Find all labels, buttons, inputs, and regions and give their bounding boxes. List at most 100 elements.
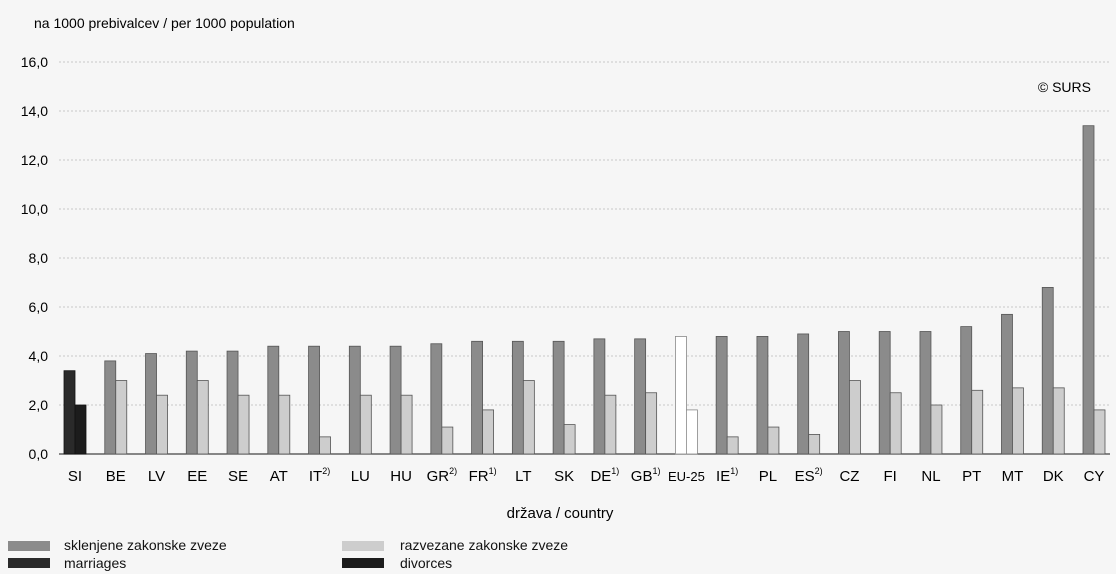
bar-marriages-cy [1082, 125, 1095, 455]
bar-divorces-fi [889, 392, 902, 455]
x-tick-label: SK [554, 468, 574, 485]
bar-marriages-dk [1041, 286, 1054, 455]
bar-marriages-lu [348, 345, 361, 455]
bar-marriages-es [797, 333, 810, 455]
x-tick-label: IT2) [309, 466, 330, 485]
x-tick-label: GB1) [631, 466, 661, 485]
x-tick-label: MT [1002, 468, 1024, 485]
bar-divorces-de [604, 394, 617, 455]
x-tick-label: PT [962, 468, 981, 485]
credit-label: © SURS [1038, 79, 1091, 95]
y-tick-label: 14,0 [21, 103, 48, 119]
bar-marriages-sk [552, 340, 565, 455]
y-tick-label: 4,0 [29, 348, 49, 364]
bar-marriages-ie [715, 335, 728, 455]
bar-marriages-si [63, 370, 76, 455]
bar-divorces-lu [359, 394, 372, 455]
bar-marriages-pl [756, 335, 769, 455]
x-tick-label: CY [1084, 468, 1105, 485]
bar-divorces-si [74, 404, 87, 455]
y-tick-labels: 0,0 2,0 4,0 6,0 8,0 10,0 12,0 14,0 16,0 [21, 54, 48, 462]
bar-marriages-gr [430, 343, 443, 455]
bar-divorces-pt [971, 389, 984, 455]
legend-marriages-en: marriages [64, 555, 127, 571]
bar-divorces-be [115, 380, 128, 455]
bar-divorces-dk [1052, 387, 1065, 455]
y-tick-label: 2,0 [29, 397, 49, 413]
bar-divorces-at [278, 394, 291, 455]
bar-divorces-gb [645, 392, 658, 455]
x-tick-label: EU-25 [668, 469, 705, 484]
bar-divorces-sk [563, 424, 576, 455]
y-axis-label: na 1000 prebivalcev / per 1000 populatio… [34, 15, 295, 31]
x-tick-label: BE [106, 468, 126, 485]
y-tick-label: 10,0 [21, 201, 48, 217]
legend-swatch-marriages [8, 541, 50, 551]
legend-divorces-en: divorces [400, 555, 453, 571]
x-axis-label: država / country [507, 505, 614, 522]
y-tick-label: 16,0 [21, 54, 48, 70]
bar-divorces-cz [849, 380, 861, 455]
legend-divorces-sl: razvezane zakonske zveze [400, 537, 569, 553]
bar-marriages-gb [634, 338, 647, 455]
bar-marriages-at [267, 345, 280, 455]
bar-marriages-de [593, 338, 606, 455]
bar-divorces-lv [156, 394, 168, 455]
x-tick-label: GR2) [427, 466, 458, 485]
bar-marriages-mt [1001, 313, 1013, 455]
x-tick-label: SE [228, 468, 248, 485]
x-tick-label: LU [351, 468, 370, 485]
bar-divorces-nl [930, 404, 943, 455]
bar-divorces-es [808, 433, 821, 455]
bar-marriages-be [104, 360, 117, 455]
x-tick-labels: SI BE LV EE SE AT IT2) LU HU GR2) FR1) LT SK DE1) GB1)… [68, 466, 1105, 485]
x-tick-label: FR1) [469, 466, 497, 485]
x-tick-label: NL [921, 468, 940, 485]
bar-marriages-nl [919, 331, 932, 455]
y-tick-label: 0,0 [29, 446, 49, 462]
bar-marriages-pt [960, 326, 973, 455]
bar-marriages-eu-25 [675, 335, 687, 455]
bar-divorces-eu-25 [686, 409, 698, 455]
x-tick-label: EE [187, 468, 207, 485]
bar-divorces-mt [1012, 387, 1024, 455]
bar-marriages-lv [145, 353, 157, 455]
x-tick-label: SI [68, 468, 82, 485]
y-tick-label: 6,0 [29, 299, 49, 315]
x-tick-label: IE1) [716, 466, 738, 485]
bars [63, 125, 1106, 455]
x-tick-label: CZ [839, 468, 859, 485]
bar-marriages-it [308, 345, 320, 455]
x-tick-label: DK [1043, 468, 1064, 485]
x-tick-label: LV [148, 468, 165, 485]
bar-divorces-gr [441, 426, 454, 455]
bar-divorces-lt [522, 380, 535, 455]
bar-divorces-fr [482, 409, 495, 455]
x-tick-label: FI [884, 468, 897, 485]
bar-divorces-ee [196, 380, 209, 455]
bar-marriages-lt [511, 340, 524, 455]
bar-divorces-hu [400, 394, 413, 455]
grid-lines [59, 61, 1110, 455]
bar-divorces-cy [1093, 409, 1106, 455]
bar-marriages-se [226, 350, 239, 455]
x-tick-label: ES2) [795, 466, 823, 485]
x-tick-label: HU [390, 468, 412, 485]
bar-divorces-ie [726, 436, 739, 455]
x-tick-label: AT [270, 468, 288, 485]
bar-divorces-pl [767, 426, 780, 455]
legend-marriages-sl: sklenjene zakonske zveze [64, 537, 227, 553]
x-tick-label: DE1) [590, 466, 619, 485]
legend-swatch-divorces-dark [342, 558, 384, 568]
legend-swatch-marriages-dark [8, 558, 50, 568]
bar-marriages-cz [838, 331, 850, 455]
bar-divorces-se [237, 394, 250, 455]
bar-marriages-ee [185, 350, 198, 455]
legend-swatch-divorces [342, 541, 384, 551]
bar-divorces-it [319, 436, 331, 455]
bar-marriages-fi [878, 331, 891, 455]
y-tick-label: 12,0 [21, 152, 48, 168]
bar-marriages-hu [389, 345, 402, 455]
